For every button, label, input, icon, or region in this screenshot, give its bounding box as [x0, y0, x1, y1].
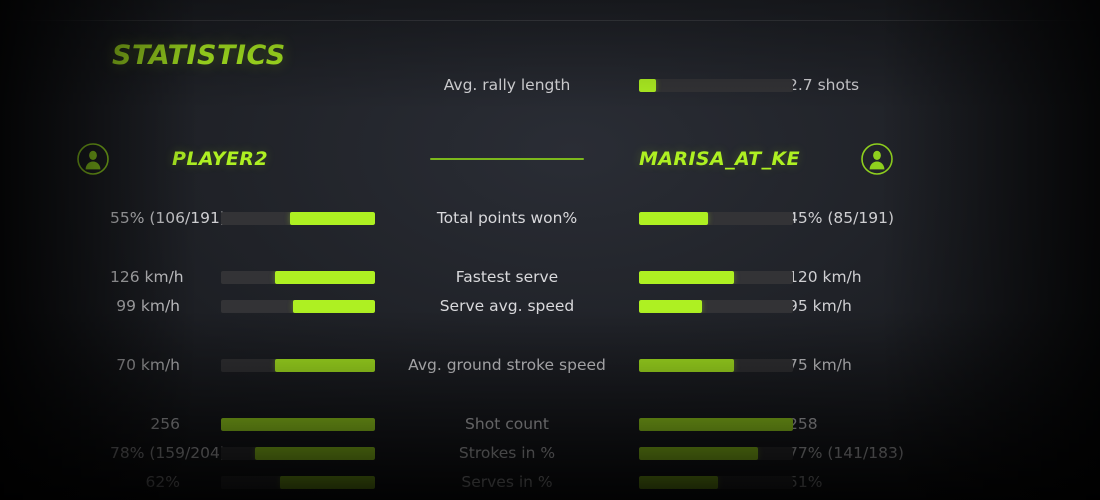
avg-rally-length-row: Avg. rally length 2.7 shots	[0, 76, 1100, 94]
stat-right-bar	[639, 299, 793, 313]
stat-label: Fastest serve	[455, 268, 559, 286]
stat-right-bar	[639, 358, 793, 372]
stat-left-value: 78% (159/204)	[110, 444, 226, 462]
stat-left-bar-fill	[221, 417, 375, 431]
stat-left-bar-fill	[254, 446, 375, 460]
person-circle-icon	[76, 142, 110, 176]
stat-label: Total points won%	[436, 209, 578, 227]
stat-left-bar-cell	[221, 417, 375, 431]
stat-row: 55% (106/191) Total points won% 45% (85/19…	[0, 204, 1100, 232]
person-circle-icon	[860, 142, 894, 176]
stat-left-bar	[221, 299, 375, 313]
stat-right-bar	[639, 270, 793, 284]
stat-row: 70 km/h Avg. ground stroke speed 75 km/h	[0, 351, 1100, 379]
stat-left-bar	[221, 417, 375, 431]
stat-row: 78% (159/204) Strokes in % 77% (141/183)	[0, 439, 1100, 467]
players-header-row: PLAYER2 MARISA_AT_KE	[0, 140, 1100, 178]
stat-left-value: 126 km/h	[110, 268, 184, 286]
page-title: STATISTICS	[112, 40, 286, 71]
stat-left-bar-fill	[290, 211, 375, 225]
stat-right-bar-cell	[639, 417, 793, 431]
stat-left-bar	[221, 475, 375, 489]
stat-label: Serves in %	[461, 473, 553, 491]
avg-rally-length-bar-cell	[639, 78, 793, 92]
stat-right-bar-cell	[639, 270, 793, 284]
stat-left-bar-cell	[221, 446, 375, 460]
stat-row: 256 Shot count 258	[0, 410, 1100, 438]
stat-left-value: 70 km/h	[116, 356, 180, 374]
stat-label: Shot count	[465, 415, 549, 433]
stat-left-bar	[221, 211, 375, 225]
player-left-avatar-cell	[0, 142, 110, 176]
stat-right-bar-cell	[639, 358, 793, 372]
stat-right-bar-cell	[639, 211, 793, 225]
stat-label: Strokes in %	[458, 444, 556, 462]
stat-left-bar-cell	[221, 211, 375, 225]
stat-row: 62% Serves in % 51%	[0, 468, 1100, 496]
stat-left-bar	[221, 358, 375, 372]
stat-right-bar-fill	[639, 211, 709, 225]
stat-left-bar-fill	[274, 270, 375, 284]
stat-left-bar-fill	[293, 299, 375, 313]
player-right-name[interactable]: MARISA_AT_KE	[639, 148, 801, 170]
avg-rally-length-label: Avg. rally length	[443, 76, 571, 94]
stat-row: 99 km/h Serve avg. speed 95 km/h	[0, 292, 1100, 320]
stat-left-value: 62%	[145, 473, 180, 491]
avg-rally-length-bar-fill	[639, 78, 656, 92]
stat-right-bar-fill	[639, 270, 735, 284]
player-left-name[interactable]: PLAYER2	[172, 148, 268, 170]
stat-left-bar-cell	[221, 358, 375, 372]
stat-right-bar	[639, 446, 793, 460]
stat-right-bar-fill	[639, 475, 718, 489]
stat-right-bar-fill	[639, 299, 703, 313]
header-divider	[0, 20, 1100, 21]
avg-rally-length-bar	[639, 78, 793, 92]
stat-right-bar-cell	[639, 446, 793, 460]
stat-right-bar	[639, 475, 793, 489]
players-center-divider	[430, 158, 584, 160]
stat-label: Avg. ground stroke speed	[408, 356, 606, 374]
stat-right-bar-cell	[639, 475, 793, 489]
player-right-avatar-cell	[860, 142, 1100, 176]
stat-left-value: 256	[150, 415, 180, 433]
stat-left-value: 99 km/h	[116, 297, 180, 315]
stat-right-bar	[639, 211, 793, 225]
stat-left-bar-cell	[221, 475, 375, 489]
stat-right-bar-cell	[639, 299, 793, 313]
stat-label: Serve avg. speed	[439, 297, 575, 315]
stat-right-bar	[639, 417, 793, 431]
stat-left-bar-fill	[274, 358, 375, 372]
stat-left-bar-cell	[221, 299, 375, 313]
stat-left-bar-cell	[221, 270, 375, 284]
stat-right-bar-fill	[639, 446, 758, 460]
stat-right-bar-fill	[639, 417, 793, 431]
stat-right-bar-fill	[639, 358, 735, 372]
stat-left-bar	[221, 446, 375, 460]
stat-row: 126 km/h Fastest serve 120 km/h	[0, 263, 1100, 291]
stat-left-value: 55% (106/191)	[110, 209, 226, 227]
stat-left-bar-fill	[279, 475, 375, 489]
stat-left-bar	[221, 270, 375, 284]
